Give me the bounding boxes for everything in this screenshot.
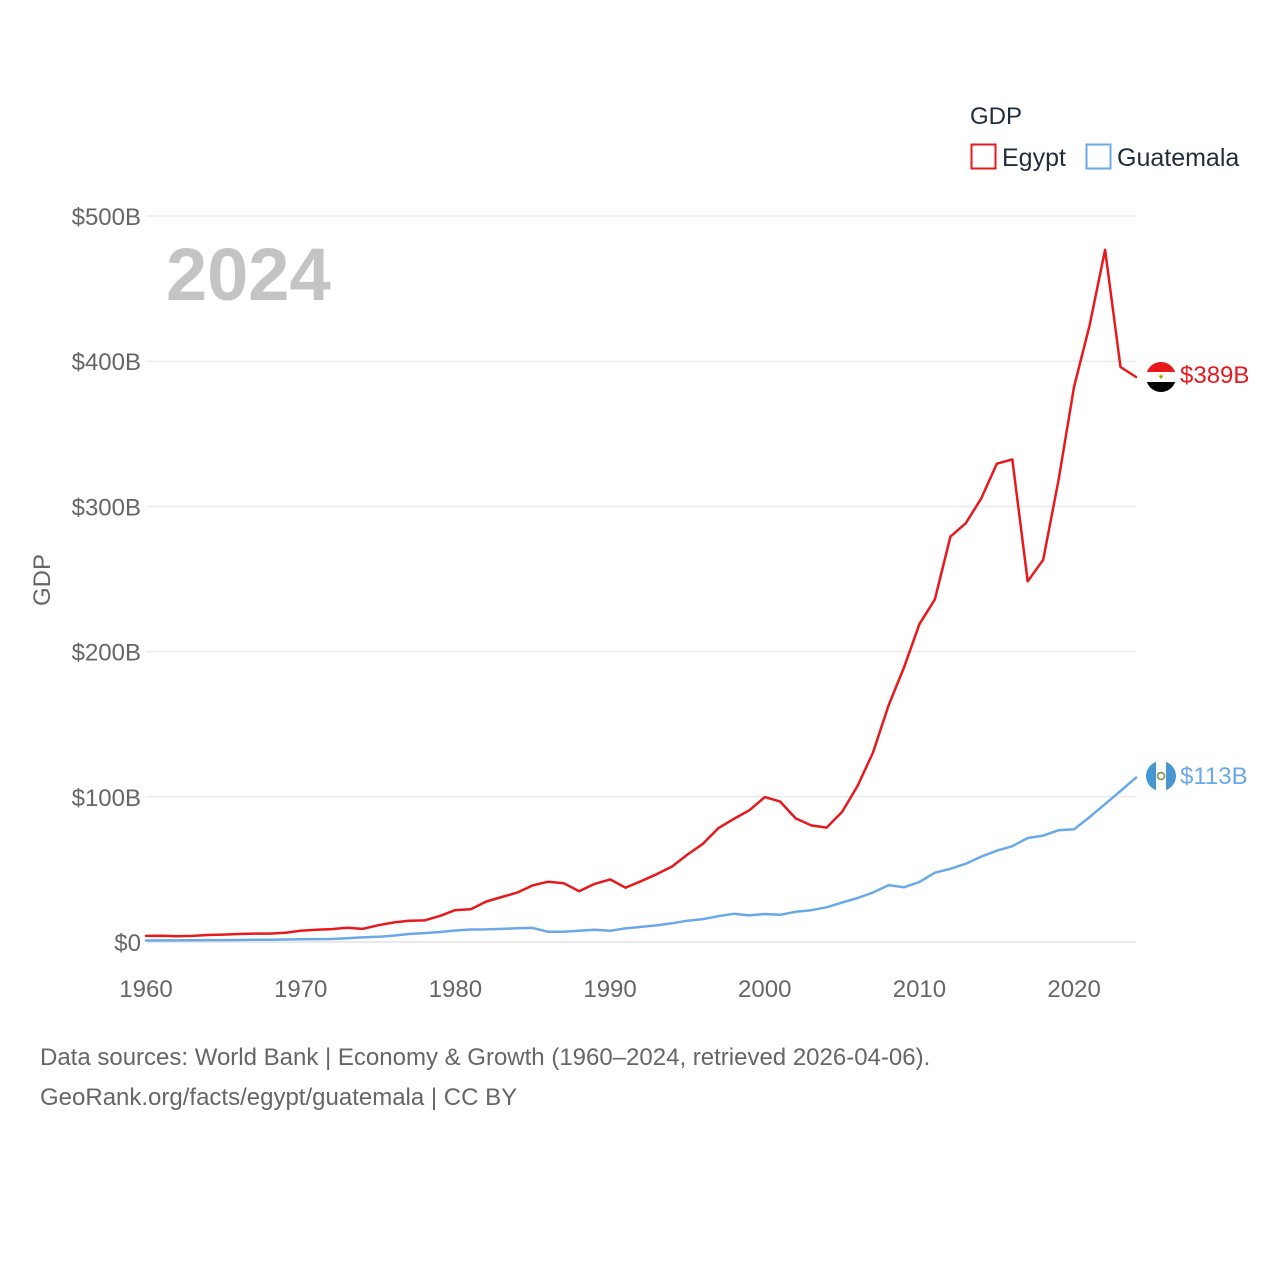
- footer-sources: Data sources: World Bank | Economy & Gro…: [40, 1044, 931, 1071]
- legend: GDP Egypt Guatemala: [970, 103, 1239, 172]
- x-tick-label: 1990: [583, 976, 636, 1003]
- egypt-end-value-label: $389B: [1180, 362, 1249, 389]
- legend-swatch-guatemala: [1085, 143, 1112, 170]
- legend-item-guatemala[interactable]: Guatemala: [1085, 143, 1240, 172]
- x-tick-label: 2010: [893, 976, 946, 1003]
- footer-credit: GeoRank.org/facts/egypt/guatemala | CC B…: [40, 1084, 518, 1111]
- y-tick-label: $300B: [72, 494, 141, 521]
- legend-swatch-egypt: [970, 143, 997, 170]
- guatemala-flag-icon: [1146, 761, 1176, 791]
- y-tick-label: $200B: [72, 640, 141, 667]
- guatemala-end-value-label: $113B: [1180, 763, 1248, 790]
- series-line-egypt[interactable]: [144, 248, 1138, 938]
- y-tick-label: $500B: [72, 204, 141, 231]
- x-tick-label: 1980: [429, 976, 482, 1003]
- y-tick-label: $0: [114, 930, 141, 957]
- x-tick-label: 2000: [738, 976, 791, 1003]
- legend-title: GDP: [970, 103, 1022, 130]
- legend-label-egypt: Egypt: [1002, 144, 1066, 172]
- axis-layer: $0 $100B $200B $300B $400B $500B 1960 1970 1980 1…: [72, 204, 1101, 1003]
- y-axis-title: GDP: [29, 554, 56, 606]
- current-year-label: 2024: [166, 233, 331, 316]
- x-tick-label: 1960: [119, 976, 172, 1003]
- y-tick-label: $100B: [72, 785, 141, 812]
- legend-label-guatemala: Guatemala: [1117, 144, 1239, 172]
- end-markers-layer: $389B $113B: [1146, 362, 1249, 791]
- egypt-flag-icon: [1146, 362, 1176, 392]
- grid-layer: [146, 215, 1136, 943]
- x-tick-label: 2020: [1047, 976, 1100, 1003]
- legend-item-egypt[interactable]: Egypt: [970, 143, 1066, 172]
- series-layer: [144, 248, 1138, 942]
- x-tick-label: 1970: [274, 976, 327, 1003]
- series-line-guatemala[interactable]: [144, 776, 1138, 942]
- y-tick-label: $400B: [72, 349, 141, 376]
